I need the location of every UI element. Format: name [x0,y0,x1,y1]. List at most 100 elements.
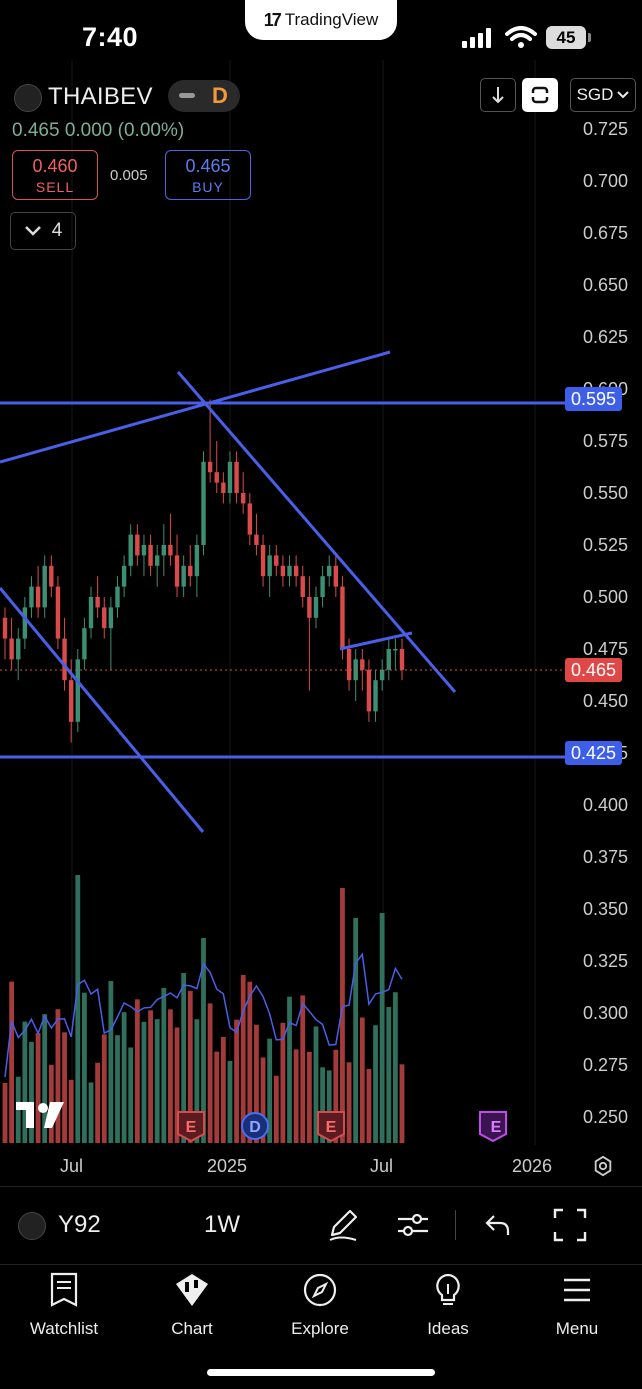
volume-bar [174,1027,180,1143]
app-pill[interactable]: 17 TradingView [245,0,397,40]
marker-e-1: E [186,1119,197,1136]
volume-bar [326,1070,332,1143]
volume-bar [35,1033,41,1143]
candle-body [379,669,385,681]
volume-bar [154,1019,160,1143]
volume-bars [2,875,405,1143]
earnings-marker-icon[interactable]: E [176,1110,206,1142]
volume-bar [366,1069,372,1143]
tab-watchlist[interactable]: Watchlist [9,1272,119,1339]
volume-bar [287,996,292,1143]
tab-chart[interactable]: Chart [137,1272,247,1339]
download-button[interactable] [480,78,516,112]
sell-button[interactable]: 0.460 SELL [12,150,98,200]
indicators-count: 4 [51,220,63,241]
candle-body [207,461,213,473]
candle-body [168,545,173,556]
volume-bar [320,1067,325,1143]
candle-body [75,659,80,722]
candle-body [9,638,14,660]
candle-body [35,586,41,608]
price-tick: 0.400 [582,795,628,815]
chevron-down-icon [617,91,630,99]
candle-body [214,472,219,483]
sliders-icon[interactable] [396,1210,430,1240]
future-earnings-marker-icon[interactable]: E [476,1110,510,1142]
price-chart[interactable] [0,60,642,1150]
volume-bar [88,1082,94,1143]
volume-bar [181,973,187,1143]
price-label-badge: 0.595 [565,387,622,412]
volume-bar [254,1024,259,1143]
dividend-marker-icon[interactable]: D [240,1111,270,1141]
volume-bar [386,1007,392,1143]
candle-body [247,503,253,535]
candle-body [260,545,266,577]
home-indicator[interactable] [207,1369,435,1376]
tab-label: Watchlist [29,1319,99,1338]
price-tick: 0.650 [582,275,628,295]
volume-bar [2,1083,8,1143]
candle-body [254,534,259,545]
price-tick: 0.450 [582,691,628,711]
volume-bar [55,1009,61,1143]
candle-body [293,565,299,577]
candle-body [280,565,286,577]
toolbar-symbol[interactable]: Y92 [58,1211,101,1238]
sync-button[interactable] [522,78,558,112]
volume-bar [134,999,140,1143]
volume-bar [247,981,253,1143]
volume-bar [121,1012,127,1143]
volume-bar [240,975,246,1143]
price-tick: 0.550 [582,483,628,503]
candle-body [42,565,47,608]
candle-body [346,649,352,681]
tab-menu[interactable]: Menu [522,1272,632,1339]
tradingview-logo-icon: 17 [263,9,282,30]
volume-bar [273,1075,279,1143]
tab-ideas[interactable]: Ideas [393,1272,503,1339]
fullscreen-icon[interactable] [553,1208,587,1242]
toolbar-divider [0,1186,642,1187]
interval-badge[interactable]: D [212,83,228,108]
toolbar-separator [455,1210,456,1240]
buy-button[interactable]: 0.465 BUY [165,150,251,200]
candle-body [16,638,21,660]
trendline-short [339,631,413,651]
volume-bar [300,995,306,1143]
volume-bar [340,888,345,1143]
earnings-marker-icon[interactable]: E [316,1110,346,1142]
indicators-toggle[interactable]: 4 [10,212,76,250]
price-tick: 0.725 [582,119,628,139]
candle-body [241,493,246,504]
volume-bar [22,1021,28,1143]
volume-bar [293,1049,299,1143]
currency-select[interactable]: SGD [570,78,636,112]
price-tick: 0.575 [582,431,628,451]
battery-tip [588,33,591,42]
price-tick: 0.275 [582,1055,628,1075]
candle-body [234,461,239,493]
undo-icon[interactable] [484,1212,512,1238]
candle-body [95,597,100,608]
volume-bar [115,1035,120,1143]
trendline-falling-left [0,587,205,833]
tab-explore[interactable]: Explore [265,1272,375,1339]
time-tick-jul-2025: Jul [370,1156,394,1176]
candle-body [188,565,193,577]
tab-label: Chart [171,1319,213,1338]
sell-label: SELL [35,179,75,195]
toolbar-interval[interactable]: 1W [204,1211,240,1238]
volume-bar [29,1041,34,1143]
candle-body [201,461,206,545]
candle-body [333,565,339,587]
symbol-logo-icon [14,84,42,112]
candle-body [82,628,87,660]
gear-icon[interactable] [592,1155,614,1177]
symbol-name[interactable]: THAIBEV [48,83,153,110]
volume-bar [333,1049,339,1143]
compass-icon [303,1273,337,1307]
pencil-icon[interactable] [326,1207,360,1243]
volume-bar [260,1057,266,1143]
candle-body [22,607,28,639]
